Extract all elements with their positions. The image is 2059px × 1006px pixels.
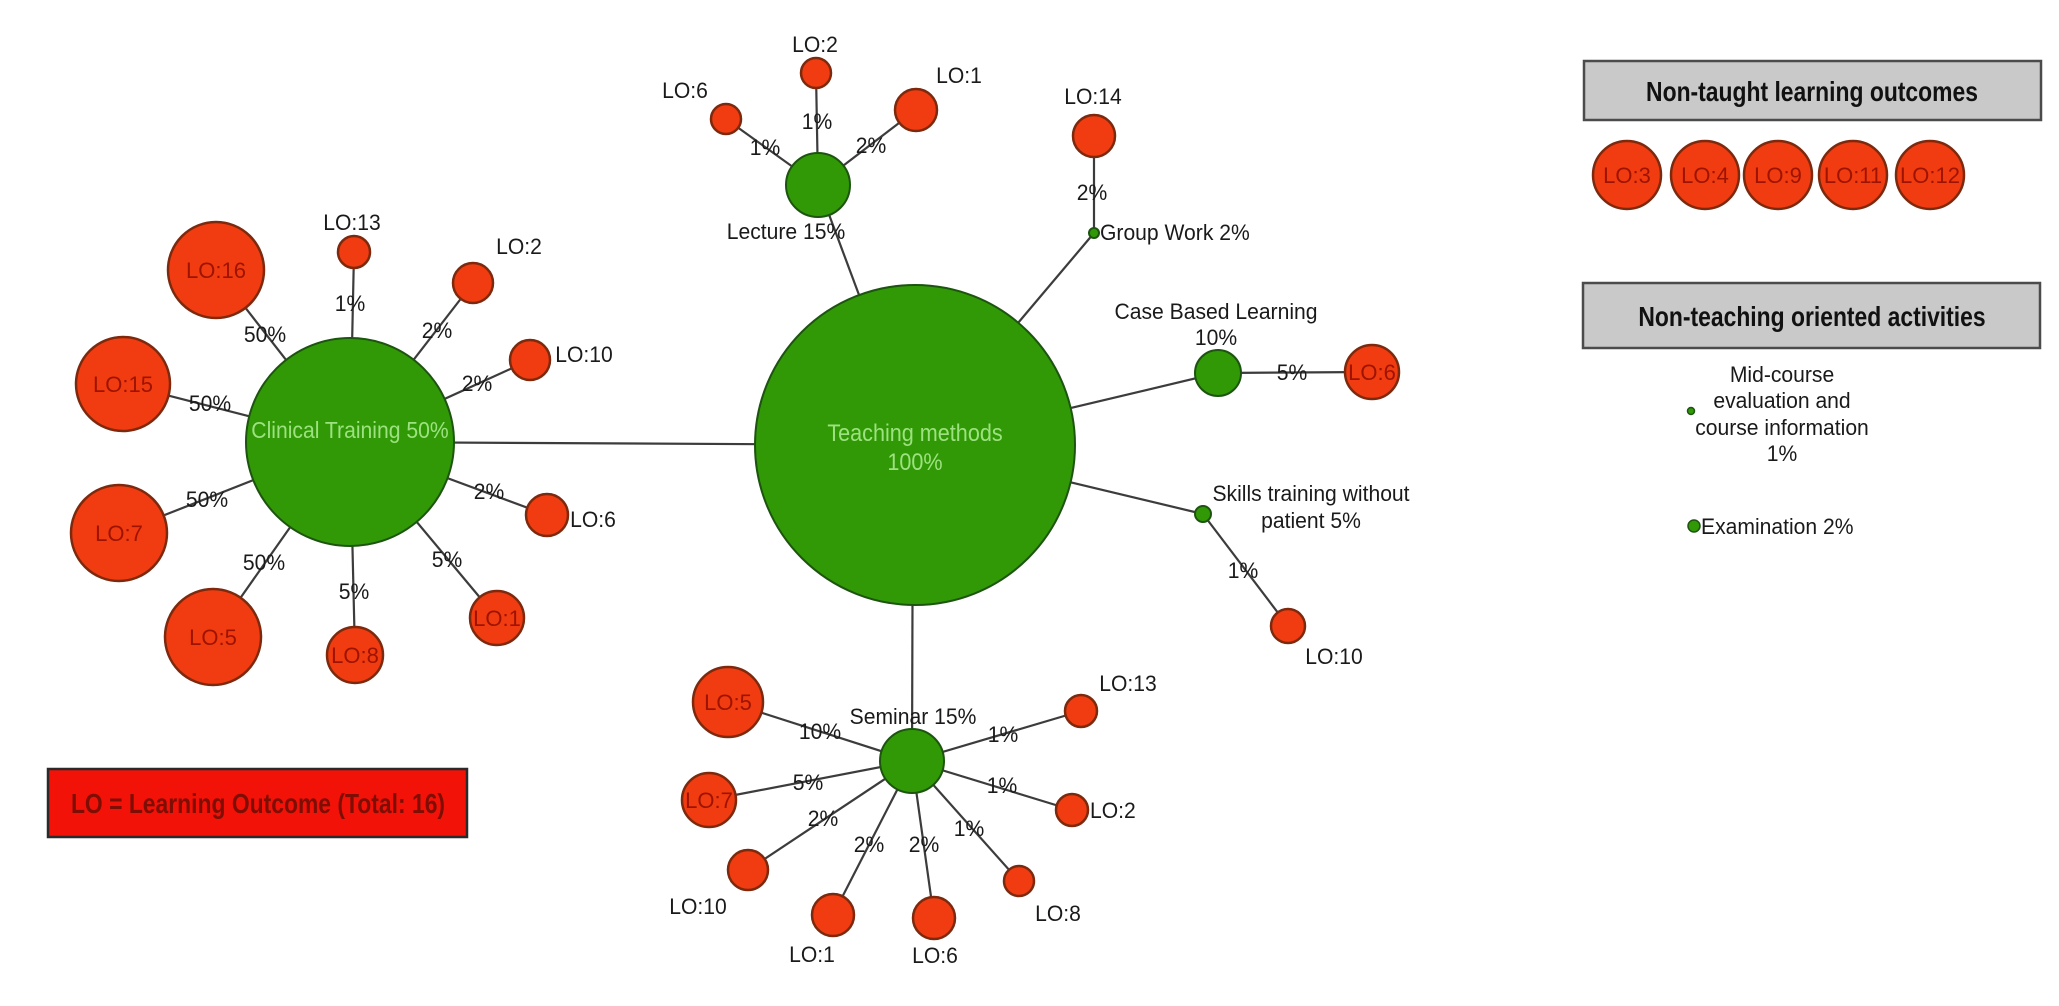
svg-text:LO:11: LO:11 [1824,163,1882,188]
svg-text:5%: 5% [793,770,824,796]
svg-text:2%: 2% [474,479,505,505]
svg-text:1%: 1% [988,722,1019,748]
svg-text:50%: 50% [186,487,228,513]
svg-text:100%: 100% [887,448,942,475]
svg-text:2%: 2% [909,832,940,858]
svg-text:LO:6: LO:6 [912,943,958,969]
svg-text:2%: 2% [462,371,493,397]
svg-text:1%: 1% [987,773,1018,799]
svg-text:LO:2: LO:2 [496,234,542,260]
svg-text:1%: 1% [1228,558,1259,584]
svg-text:LO:7: LO:7 [95,521,143,546]
svg-text:Lecture 15%: Lecture 15% [727,219,845,245]
svg-text:LO:7: LO:7 [685,788,733,813]
svg-text:LO:3: LO:3 [1603,163,1651,188]
svg-text:Non-taught learning outcomes: Non-taught learning outcomes [1646,77,1978,108]
svg-text:LO:1: LO:1 [936,63,982,89]
svg-text:LO:5: LO:5 [704,690,752,715]
svg-text:Case Based Learning: Case Based Learning [1115,299,1318,325]
svg-text:Group Work 2%: Group Work 2% [1100,220,1250,246]
svg-text:LO:2: LO:2 [792,32,838,58]
svg-text:Teaching methods: Teaching methods [827,419,1002,446]
svg-text:Clinical Training 50%: Clinical Training 50% [251,417,448,443]
svg-text:LO:5: LO:5 [189,625,237,650]
svg-text:LO:13: LO:13 [1099,671,1157,697]
svg-text:LO:8: LO:8 [1035,901,1081,927]
svg-text:LO:1: LO:1 [789,942,835,968]
svg-text:LO:10: LO:10 [1305,644,1363,670]
svg-text:2%: 2% [1077,180,1108,206]
svg-text:1%: 1% [954,816,985,842]
svg-text:LO:8: LO:8 [331,643,379,668]
svg-text:LO:4: LO:4 [1681,163,1729,188]
svg-text:10%: 10% [1195,325,1237,351]
svg-text:50%: 50% [243,550,285,576]
svg-text:5%: 5% [339,579,370,605]
svg-text:Non-teaching oriented activiti: Non-teaching oriented activities [1638,302,1985,333]
svg-text:2%: 2% [422,318,453,344]
svg-text:LO:9: LO:9 [1754,163,1802,188]
svg-text:patient 5%: patient 5% [1261,508,1361,534]
svg-text:5%: 5% [432,547,463,573]
svg-text:LO:6: LO:6 [570,507,616,533]
svg-text:LO:6: LO:6 [662,78,708,104]
svg-text:LO:10: LO:10 [669,894,727,920]
svg-text:LO = Learning Outcome (Total:: LO = Learning Outcome (Total: 16) [71,789,445,820]
svg-text:LO:2: LO:2 [1090,798,1136,824]
svg-text:LO:6: LO:6 [1348,360,1396,385]
svg-text:LO:1: LO:1 [473,606,521,631]
svg-text:2%: 2% [854,832,885,858]
svg-text:course information: course information [1695,415,1869,441]
svg-text:1%: 1% [335,291,366,317]
svg-text:1%: 1% [750,135,781,161]
svg-text:Seminar 15%: Seminar 15% [850,704,977,730]
svg-text:50%: 50% [244,322,286,348]
svg-text:Mid-course: Mid-course [1730,362,1834,388]
svg-text:LO:10: LO:10 [555,342,613,368]
svg-text:LO:15: LO:15 [93,372,153,397]
svg-text:evaluation and: evaluation and [1713,388,1850,414]
svg-text:10%: 10% [799,719,841,745]
svg-text:2%: 2% [808,806,839,832]
svg-text:2%: 2% [856,133,887,159]
svg-text:Examination 2%: Examination 2% [1701,514,1853,540]
svg-text:50%: 50% [189,391,231,417]
svg-text:Skills training without: Skills training without [1212,481,1409,507]
svg-text:1%: 1% [1767,441,1798,467]
svg-text:5%: 5% [1277,360,1308,386]
svg-text:LO:14: LO:14 [1064,84,1122,110]
svg-text:LO:16: LO:16 [186,258,246,283]
svg-text:LO:13: LO:13 [323,210,381,236]
svg-text:1%: 1% [802,109,833,135]
svg-text:LO:12: LO:12 [1900,163,1960,188]
